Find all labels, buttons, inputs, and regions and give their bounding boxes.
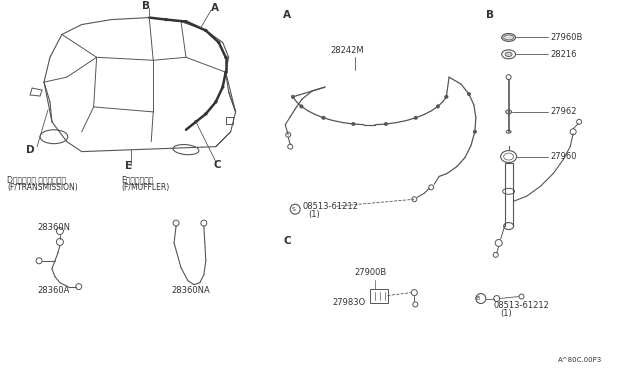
Text: 28360NA: 28360NA [171, 286, 210, 295]
Text: D（トランス ミッション）: D（トランス ミッション） [7, 175, 67, 184]
Text: 28360N: 28360N [37, 222, 70, 231]
Text: 08513-61212: 08513-61212 [493, 301, 550, 310]
Text: B: B [142, 1, 150, 11]
Text: A: A [211, 3, 219, 13]
Text: A: A [284, 10, 291, 20]
Text: D: D [26, 145, 35, 155]
Circle shape [221, 86, 224, 89]
Text: 27983O: 27983O [332, 298, 365, 307]
Circle shape [436, 105, 440, 108]
Circle shape [195, 120, 197, 123]
Circle shape [214, 100, 217, 103]
Text: 28360A: 28360A [37, 286, 69, 295]
Text: 28216: 28216 [550, 50, 577, 59]
Circle shape [224, 71, 227, 74]
Circle shape [467, 92, 470, 96]
Circle shape [291, 95, 294, 99]
Ellipse shape [505, 52, 512, 57]
Circle shape [322, 116, 325, 119]
Text: 08513-61212: 08513-61212 [302, 202, 358, 211]
Text: C: C [214, 160, 221, 170]
Circle shape [445, 95, 448, 99]
FancyBboxPatch shape [370, 289, 387, 302]
Ellipse shape [502, 33, 516, 41]
Circle shape [184, 20, 188, 23]
Circle shape [300, 105, 303, 108]
Text: (1): (1) [500, 309, 513, 318]
Circle shape [224, 56, 227, 59]
Text: (1): (1) [308, 210, 320, 219]
Text: 27900B: 27900B [355, 268, 387, 277]
Text: A^80C.00P3: A^80C.00P3 [558, 357, 602, 363]
Text: E: E [125, 161, 132, 171]
Text: 27962: 27962 [550, 108, 577, 116]
Circle shape [164, 18, 168, 21]
Circle shape [204, 29, 207, 32]
Ellipse shape [506, 110, 511, 114]
Text: C: C [284, 236, 291, 246]
Text: E（マフラー）: E（マフラー） [122, 175, 154, 184]
Text: B: B [486, 10, 494, 20]
Circle shape [217, 41, 220, 44]
Circle shape [204, 112, 207, 115]
Circle shape [351, 122, 355, 126]
Text: 28242M: 28242M [330, 46, 364, 55]
Text: 27960: 27960 [550, 152, 577, 161]
Text: (F/TRANSMISSION): (F/TRANSMISSION) [7, 183, 78, 192]
Text: 27960B: 27960B [550, 33, 582, 42]
Text: (F/MUFFLER): (F/MUFFLER) [122, 183, 170, 192]
Circle shape [414, 116, 417, 119]
Circle shape [473, 130, 477, 134]
Circle shape [384, 122, 388, 126]
Text: S: S [291, 207, 295, 212]
Text: B: B [476, 296, 480, 301]
